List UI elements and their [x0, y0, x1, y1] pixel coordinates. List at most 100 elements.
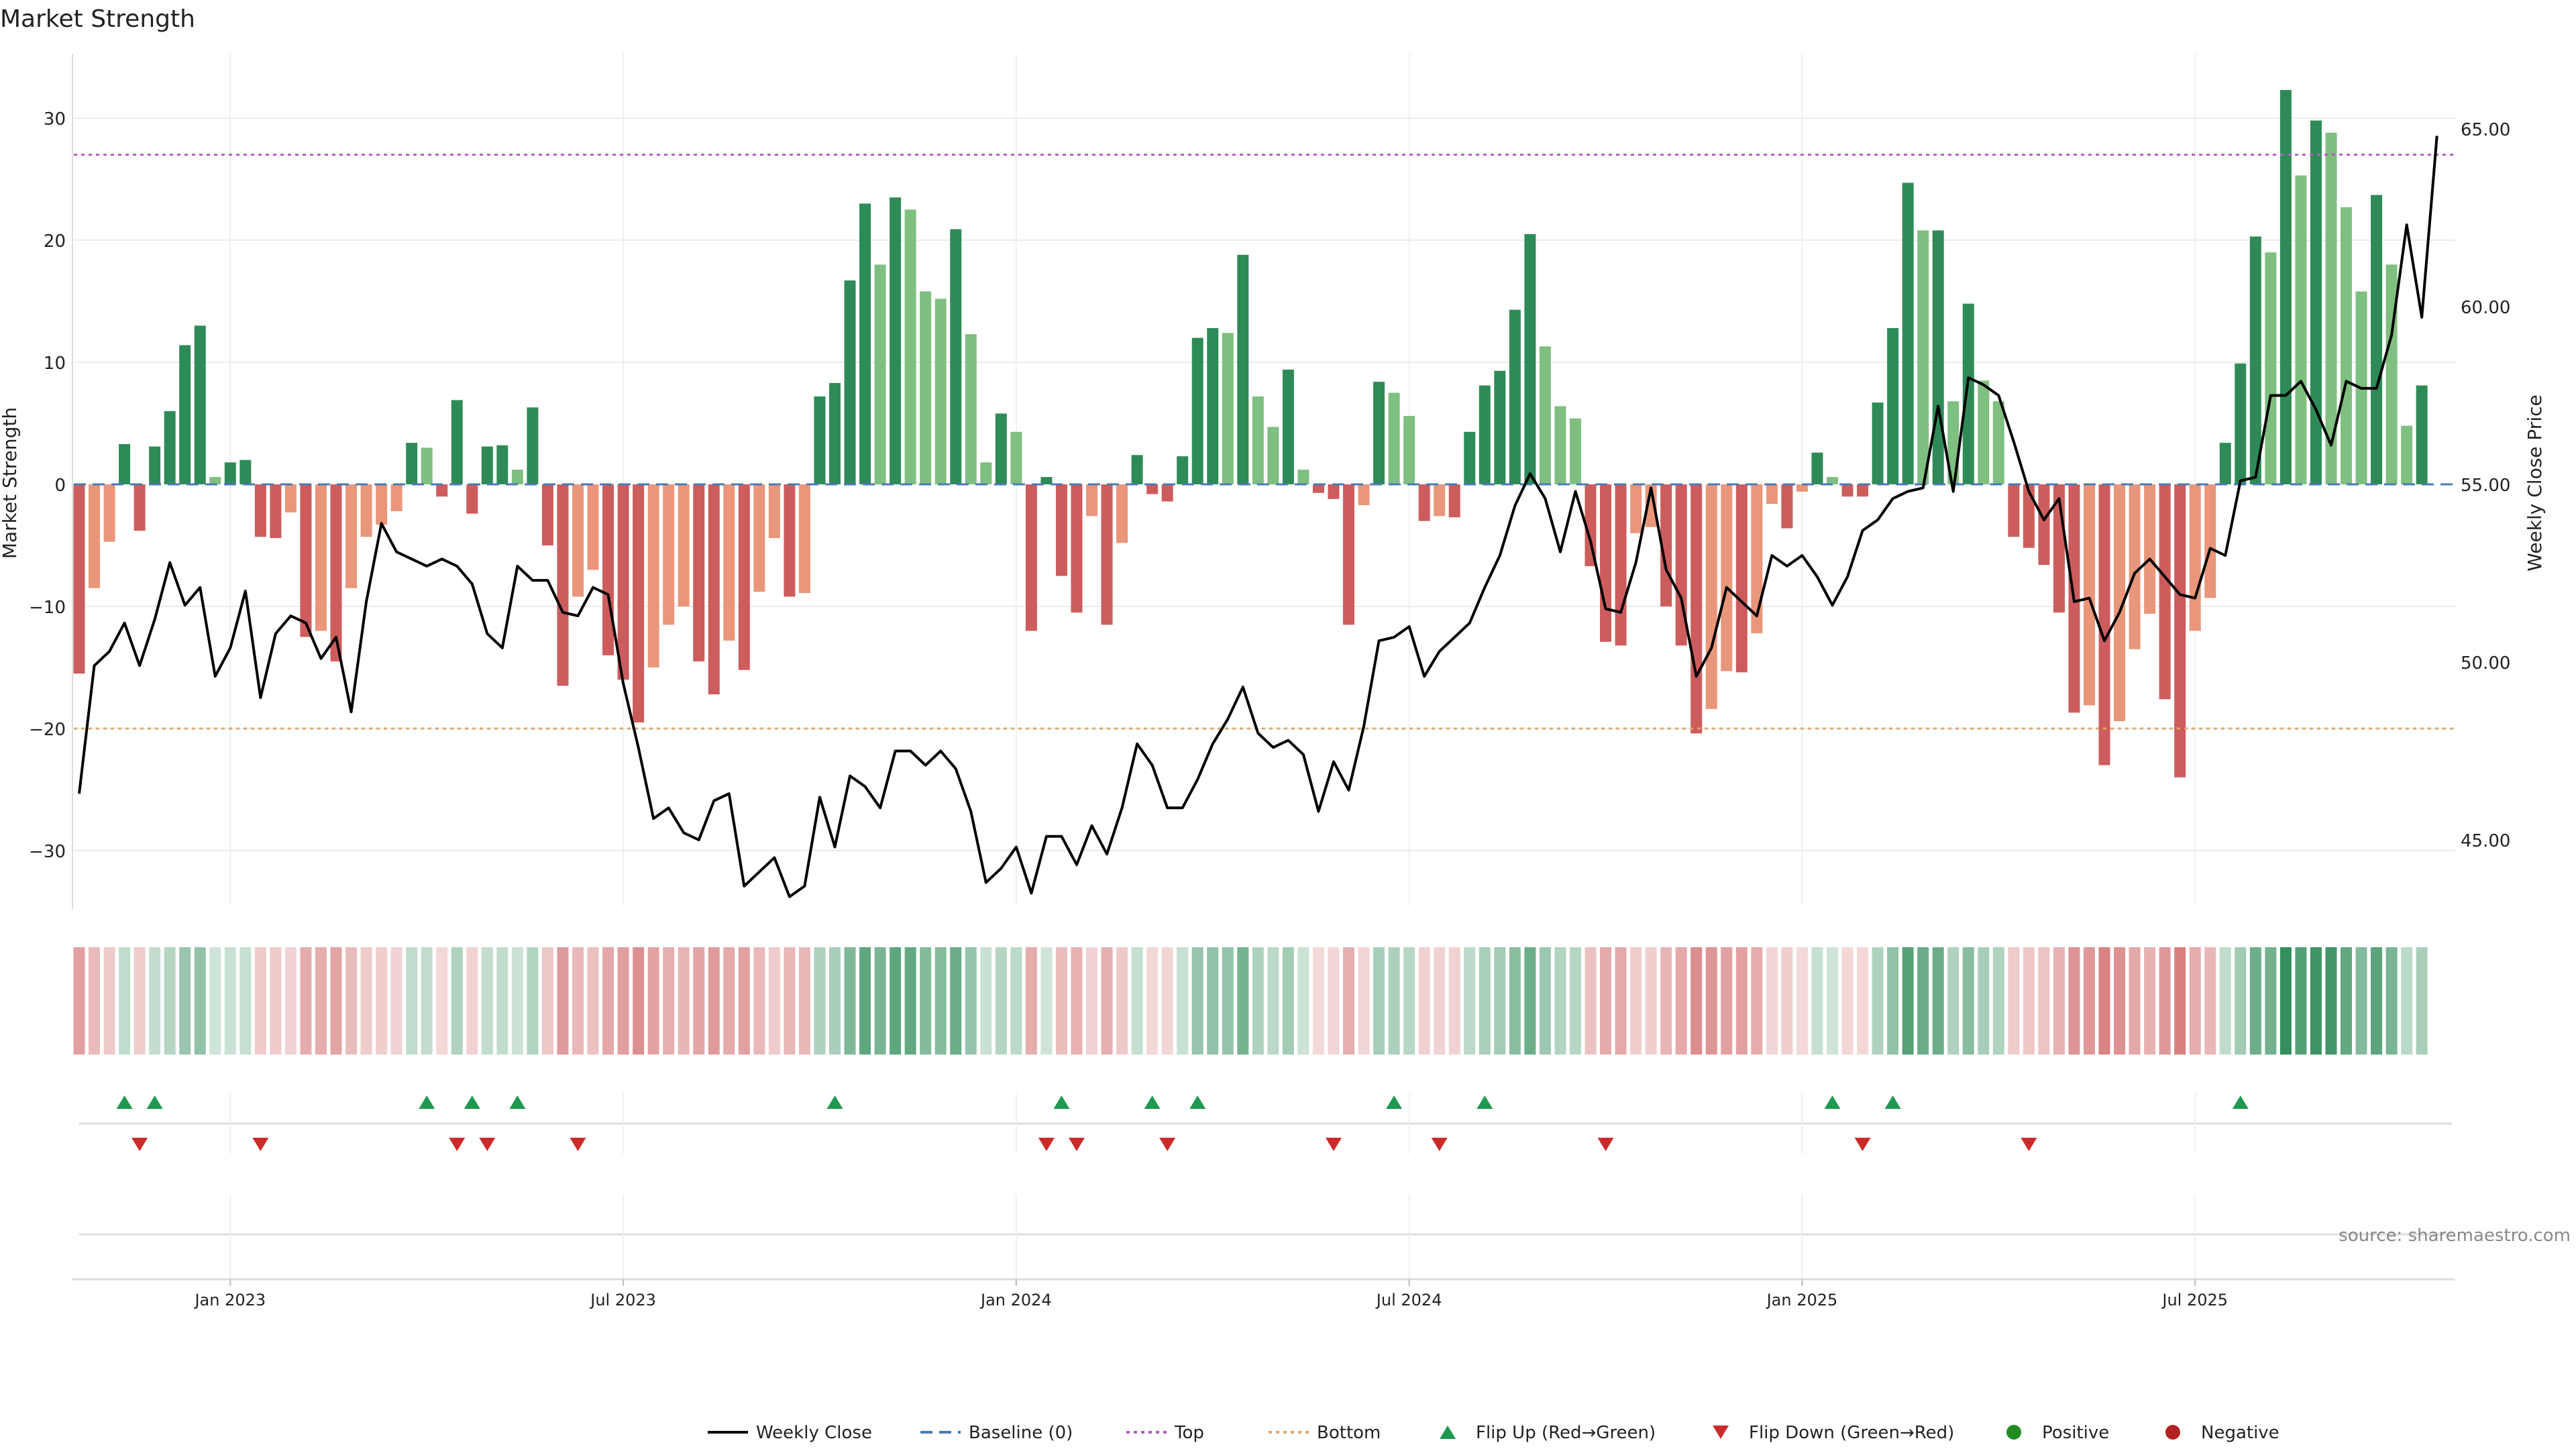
strength-bar — [934, 299, 947, 484]
strength-bar — [149, 446, 161, 484]
heat-cell — [874, 947, 886, 1055]
strength-bar — [1116, 484, 1128, 543]
heat-cell — [2098, 947, 2110, 1055]
heat-cell — [421, 947, 433, 1055]
heat-cell — [890, 947, 902, 1055]
heat-cell — [1101, 947, 1113, 1055]
strength-bar — [330, 484, 342, 661]
heat-cell — [844, 947, 856, 1055]
heat-cell — [798, 947, 810, 1055]
strength-bar — [738, 484, 750, 670]
strength-bar — [2008, 484, 2020, 537]
heat-cell — [390, 947, 402, 1055]
heat-cell — [1751, 947, 1763, 1055]
strength-bar — [1962, 303, 1974, 484]
flip-down-marker — [1038, 1138, 1055, 1151]
strength-bar — [2083, 484, 2095, 706]
heat-cell — [103, 947, 115, 1055]
x-tick-label: Jul 2024 — [1375, 1291, 1442, 1309]
strength-bar — [678, 484, 690, 606]
heat-cell — [1766, 947, 1778, 1055]
strength-heat-strip — [73, 947, 2428, 1055]
strength-bar — [995, 413, 1007, 484]
strength-bar — [1388, 392, 1400, 484]
heat-cell — [2371, 947, 2383, 1055]
flip-down-marker — [479, 1138, 496, 1151]
heat-cell — [89, 947, 101, 1055]
strength-bar — [572, 484, 584, 597]
strength-bar — [315, 484, 327, 631]
heat-cell — [1615, 947, 1627, 1055]
heat-cell — [1992, 947, 2004, 1055]
heat-cell — [1796, 947, 1808, 1055]
strength-bar — [965, 334, 977, 484]
strength-bar — [1101, 484, 1113, 625]
strength-bar — [1071, 484, 1083, 613]
flip-up-marker — [826, 1095, 843, 1109]
strength-bar — [541, 484, 553, 545]
heat-cell — [149, 947, 161, 1055]
strength-bar — [239, 460, 252, 484]
heat-cell — [753, 947, 765, 1055]
weekly-close-line — [78, 136, 2438, 898]
heat-cell — [2401, 947, 2413, 1055]
heat-cell — [2295, 947, 2307, 1055]
heat-cell — [2204, 947, 2216, 1055]
strength-bar — [1207, 328, 1219, 484]
strength-bar — [1312, 484, 1324, 493]
heat-cell — [1962, 947, 1974, 1055]
y-axis-left: 30 20 10 0 −10 −20 −30 — [29, 54, 73, 909]
strength-bar — [587, 484, 599, 570]
legend-item-negative: Negative — [2165, 1423, 2279, 1443]
strength-bar — [768, 484, 780, 539]
strength-bar — [617, 484, 629, 680]
heat-cell — [1735, 947, 1748, 1055]
heat-cell — [1086, 947, 1098, 1055]
strength-bar — [2098, 484, 2110, 765]
strength-bar — [466, 484, 478, 514]
heat-cell — [300, 947, 312, 1055]
heat-cell — [1600, 947, 1612, 1055]
flip-up-marker — [116, 1095, 133, 1109]
strength-bar — [1872, 402, 1884, 484]
strength-bars — [73, 90, 2428, 777]
strength-bar — [1252, 396, 1264, 484]
strength-bar — [1237, 254, 1249, 484]
heat-cell — [663, 947, 675, 1055]
heat-cell — [466, 947, 478, 1055]
heat-cell — [1781, 947, 1793, 1055]
flip-up-marker — [419, 1095, 435, 1109]
strength-bar — [1161, 484, 1173, 502]
strength-bar — [874, 264, 886, 484]
strength-bar — [2279, 90, 2292, 484]
strength-bar — [1690, 484, 1703, 734]
flip-up-marker — [464, 1095, 480, 1109]
heat-cell — [209, 947, 221, 1055]
heat-cell — [1177, 947, 1189, 1055]
heat-cell — [934, 947, 947, 1055]
strength-bar — [527, 407, 539, 484]
strength-bar — [2189, 484, 2201, 631]
source-note: source: sharemaestro.com — [2339, 1226, 2571, 1246]
strength-bar — [1539, 346, 1551, 484]
strength-bar — [2159, 484, 2171, 700]
heat-cell — [1191, 947, 1203, 1055]
strength-bar — [2038, 484, 2050, 566]
heat-cell — [1947, 947, 1960, 1055]
heat-cell — [980, 947, 992, 1055]
heat-cell — [1116, 947, 1128, 1055]
y2-tick-label: 55.00 — [2461, 476, 2510, 496]
heat-cell — [1826, 947, 1838, 1055]
heat-cell — [511, 947, 523, 1055]
heat-cell — [1297, 947, 1309, 1055]
y-tick-label: 0 — [54, 476, 66, 496]
strength-bar — [1025, 484, 1037, 631]
flip-up-marker — [509, 1095, 526, 1109]
x-axis: Jan 2023 Jul 2023 Jan 2024 Jul 2024 Jan 2025… — [72, 1278, 2455, 1309]
heat-cell — [1585, 947, 1597, 1055]
flip-up-marker — [146, 1095, 163, 1109]
legend-item-positive: Positive — [2006, 1423, 2109, 1443]
heat-cell — [1343, 947, 1355, 1055]
flip-up-marker — [1053, 1095, 1070, 1109]
